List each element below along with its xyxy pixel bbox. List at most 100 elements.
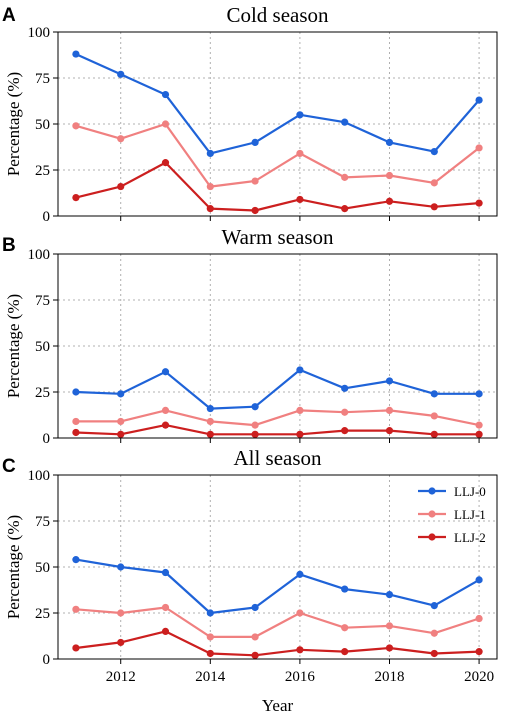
data-point-llj-2 — [251, 206, 259, 215]
legend-marker-llj-1 — [428, 510, 436, 518]
data-point-llj-2 — [251, 430, 259, 438]
data-point-llj-1 — [341, 624, 349, 632]
y-tick-label: 25 — [35, 385, 50, 401]
data-point-llj-1 — [72, 122, 80, 130]
data-point-llj-0 — [385, 377, 394, 385]
data-point-llj-0 — [161, 568, 170, 577]
data-point-llj-0 — [206, 609, 214, 617]
series-line-llj-1 — [75, 606, 480, 639]
data-point-llj-0 — [161, 368, 170, 376]
y-tick-label: 25 — [35, 163, 50, 179]
panel-a: 0 25 50 75 100 Cold season A Percentage (%) — [2, 3, 498, 225]
data-point-llj-2 — [385, 644, 394, 652]
data-point-llj-2 — [72, 644, 80, 652]
data-point-llj-2 — [296, 646, 304, 654]
data-point-llj-1 — [385, 406, 394, 414]
data-point-llj-1 — [385, 171, 394, 180]
y-tick-label: 100 — [28, 247, 51, 263]
panel-b: 0 25 50 75 100 Warm season B Percentage (%) — [2, 225, 498, 447]
data-point-llj-2 — [430, 203, 438, 211]
data-point-llj-1 — [296, 609, 304, 617]
data-point-llj-2 — [341, 205, 349, 213]
series-line-llj-0 — [75, 53, 480, 155]
y-tick-label: 0 — [43, 431, 51, 447]
data-point-llj-0 — [251, 403, 259, 411]
data-point-llj-0 — [385, 591, 394, 599]
data-point-llj-2 — [475, 199, 483, 207]
data-point-llj-1 — [475, 144, 483, 152]
y-axis-label: Percentage (%) — [4, 294, 23, 398]
y-tick-label: 75 — [35, 514, 50, 530]
data-point-llj-1 — [341, 408, 349, 416]
y-tick-label: 50 — [35, 560, 50, 576]
data-point-llj-2 — [161, 627, 170, 636]
data-point-llj-2 — [117, 638, 125, 647]
data-point-llj-1 — [72, 605, 80, 613]
legend-label: LLJ-1 — [454, 507, 486, 522]
legend-marker-llj-2 — [428, 533, 436, 541]
y-tick-label: 100 — [28, 25, 51, 41]
data-point-llj-1 — [251, 177, 259, 185]
data-point-llj-0 — [296, 111, 304, 119]
data-point-llj-2 — [430, 649, 438, 658]
panel-letter: B — [2, 235, 16, 256]
legend-label: LLJ-2 — [454, 530, 486, 545]
data-point-llj-0 — [385, 138, 394, 146]
data-point-llj-2 — [385, 197, 394, 205]
y-axis-label: Percentage (%) — [4, 72, 23, 176]
data-point-llj-0 — [430, 148, 438, 156]
panel-title: Warm season — [221, 225, 334, 249]
x-tick-label: 2020 — [464, 669, 494, 685]
panel-title: All season — [233, 446, 322, 470]
data-point-llj-1 — [117, 135, 125, 143]
data-point-llj-2 — [341, 648, 349, 656]
data-point-llj-1 — [251, 633, 259, 641]
legend-marker-llj-0 — [428, 487, 436, 495]
data-point-llj-1 — [161, 406, 170, 414]
data-point-llj-2 — [251, 651, 259, 659]
data-point-llj-1 — [430, 179, 438, 187]
data-point-llj-1 — [475, 614, 483, 623]
data-point-llj-2 — [430, 430, 438, 438]
x-tick-label: 2012 — [106, 669, 136, 685]
data-point-llj-0 — [117, 563, 125, 571]
data-point-llj-2 — [475, 430, 483, 438]
y-tick-label: 100 — [28, 468, 51, 484]
series-line-llj-0 — [75, 558, 480, 615]
data-point-llj-0 — [161, 90, 170, 99]
data-point-llj-2 — [72, 194, 80, 202]
data-point-llj-2 — [475, 648, 483, 656]
y-tick-label: 75 — [35, 293, 50, 309]
panel-title: Cold season — [226, 3, 329, 27]
data-point-llj-1 — [251, 421, 259, 429]
data-point-llj-0 — [251, 603, 259, 612]
data-point-llj-0 — [475, 390, 483, 398]
legend-label: LLJ-0 — [454, 484, 486, 499]
data-point-llj-0 — [117, 390, 125, 398]
series-line-llj-1 — [75, 409, 480, 427]
y-tick-label: 50 — [35, 117, 50, 133]
y-tick-label: 0 — [43, 209, 51, 225]
data-point-llj-1 — [117, 417, 125, 426]
data-point-llj-1 — [206, 633, 214, 641]
data-point-llj-2 — [296, 430, 304, 438]
data-point-llj-1 — [341, 173, 349, 181]
series-line-llj-2 — [75, 424, 480, 436]
panel-letter: A — [2, 5, 16, 26]
data-point-llj-2 — [161, 421, 170, 429]
data-point-llj-1 — [161, 603, 170, 612]
data-point-llj-1 — [161, 120, 170, 128]
x-tick-label: 2014 — [195, 669, 226, 685]
y-tick-label: 50 — [35, 339, 50, 355]
data-point-llj-2 — [206, 649, 214, 658]
y-tick-label: 25 — [35, 606, 50, 622]
data-point-llj-0 — [117, 70, 125, 78]
y-axis-label: Percentage (%) — [4, 515, 23, 619]
data-point-llj-0 — [430, 390, 438, 398]
data-point-llj-0 — [72, 556, 80, 564]
data-point-llj-0 — [475, 576, 483, 584]
data-point-llj-2 — [117, 430, 125, 438]
x-tick-label: 2018 — [374, 669, 404, 685]
data-point-llj-1 — [296, 406, 304, 414]
